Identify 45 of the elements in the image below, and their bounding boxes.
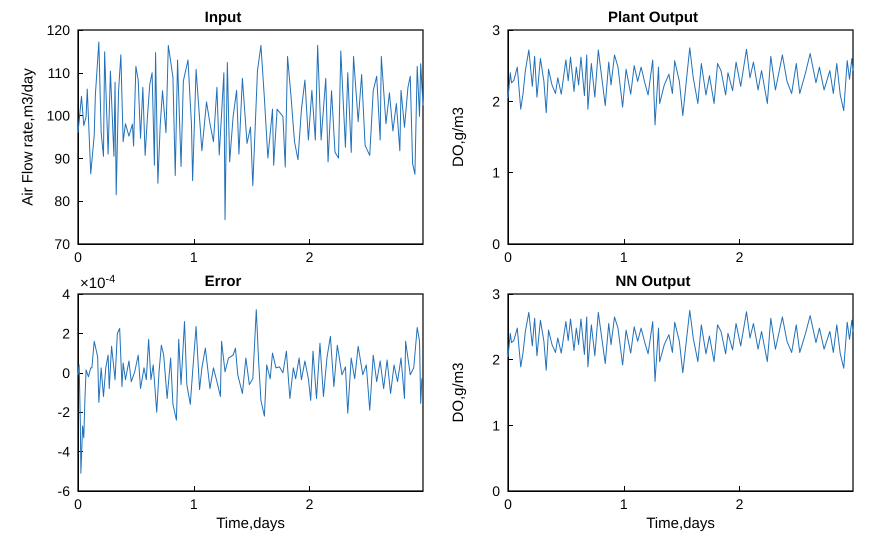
x-axis-title: Time,days	[646, 515, 715, 532]
y-tick-label: 0	[492, 483, 500, 499]
x-tick-label: 1	[620, 496, 628, 512]
y-tick-label: 2	[492, 352, 500, 368]
y-tick-label: -2	[58, 404, 70, 420]
x-axis-title: Time,days	[216, 515, 285, 532]
y-tick-label: 1	[492, 164, 500, 181]
y-tick-label: -6	[58, 483, 70, 499]
chart-title: Error	[204, 273, 242, 290]
y-tick-label: 3	[492, 22, 500, 38]
x-tick-label: 0	[74, 496, 82, 512]
line-series	[78, 41, 424, 220]
x-tick-label: 1	[190, 496, 198, 512]
line-series	[508, 47, 854, 126]
x-tick-label: 2	[306, 249, 314, 265]
line-series	[508, 310, 854, 382]
y-axis-title: DO,g/m3	[450, 362, 467, 423]
y-tick-label: 110	[48, 64, 70, 81]
y-axis-title: DO,g/m3	[450, 106, 467, 168]
x-tick-label: 2	[736, 496, 744, 512]
line-series	[78, 309, 424, 474]
y-tick-label: 90	[54, 150, 70, 166]
chart-title: Input	[204, 9, 242, 26]
y-tick-label: 100	[46, 108, 70, 124]
y-axis-title: Air Flow rate,m3/day	[20, 68, 37, 206]
y-tick-label: 4	[62, 286, 70, 302]
chart-title: Plant Output	[608, 9, 698, 26]
x-tick-label: 1	[190, 249, 198, 265]
x-tick-label: 2	[306, 496, 314, 512]
y-tick-label: 0	[492, 236, 500, 252]
y-tick-label: 2	[62, 325, 70, 342]
y-tick-label: 0	[62, 364, 70, 381]
x-tick-label: 0	[74, 249, 82, 265]
y-tick-label: 70	[54, 236, 70, 252]
y-tick-label: 80	[54, 193, 70, 210]
y-tick-label: 2	[492, 93, 500, 110]
y-tick-label: -4	[58, 444, 70, 460]
x-tick-label: 0	[504, 496, 512, 512]
x-tick-label: 2	[736, 249, 744, 265]
chart-title: NN Output	[616, 273, 690, 290]
x-tick-label: 1	[620, 249, 628, 265]
x-tick-label: 0	[504, 249, 512, 265]
y-tick-label: 3	[492, 286, 500, 302]
y-tick-label: 1	[492, 417, 500, 434]
y-tick-label: 120	[46, 22, 70, 38]
